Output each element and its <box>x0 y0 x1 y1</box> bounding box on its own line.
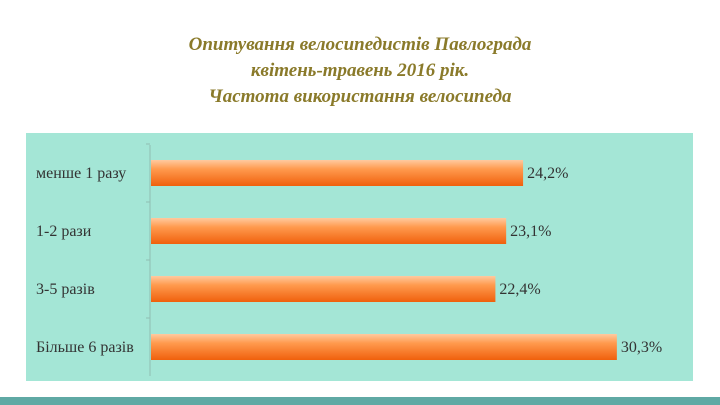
value-label: 24,2% <box>527 165 568 182</box>
title-line-2: квітень-травень 2016 рік. <box>250 60 470 81</box>
value-label: 30,3% <box>621 339 662 356</box>
bar-4 <box>151 334 617 360</box>
category-label: Більше 6 разів <box>36 339 134 356</box>
category-label: менше 1 разу <box>36 165 126 182</box>
bars-layer: менше 1 разу 24,2% 1-2 рази 23,1% 3-5 разів 2… <box>36 143 662 376</box>
bar-1 <box>151 160 524 186</box>
category-label: 3-5 разів <box>36 281 95 298</box>
value-label: 22,4% <box>499 281 540 298</box>
chart-title: Опитування велосипедистів Павлограда кві… <box>0 32 720 110</box>
bar-2 <box>151 218 507 244</box>
title-line-1: Опитування велосипедистів Павлограда <box>188 34 532 55</box>
value-label: 23,1% <box>510 223 551 240</box>
bar-3 <box>151 276 496 302</box>
category-label: 1-2 рази <box>36 223 92 240</box>
title-line-3: Частота використання велосипеда <box>208 86 512 107</box>
bottom-strip <box>0 397 720 405</box>
